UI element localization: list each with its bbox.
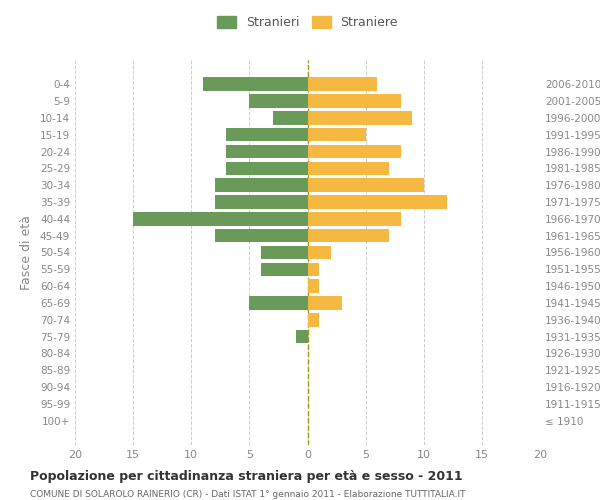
Bar	[215, 229, 308, 242]
Bar	[250, 94, 308, 108]
Bar	[308, 280, 319, 293]
Bar	[203, 78, 308, 91]
Bar	[308, 111, 412, 124]
Bar	[250, 296, 308, 310]
Bar	[308, 78, 377, 91]
Bar	[226, 162, 308, 175]
Bar	[215, 196, 308, 209]
Text: COMUNE DI SOLAROLO RAINERIO (CR) - Dati ISTAT 1° gennaio 2011 - Elaborazione TUT: COMUNE DI SOLAROLO RAINERIO (CR) - Dati …	[30, 490, 466, 499]
Text: Popolazione per cittadinanza straniera per età e sesso - 2011: Popolazione per cittadinanza straniera p…	[30, 470, 463, 483]
Bar	[308, 128, 365, 141]
Bar	[226, 128, 308, 141]
Bar	[272, 111, 308, 124]
Bar	[308, 162, 389, 175]
Bar	[308, 196, 447, 209]
Bar	[308, 313, 319, 326]
Bar	[308, 94, 401, 108]
Bar	[261, 246, 308, 259]
Bar	[308, 229, 389, 242]
Bar	[308, 296, 343, 310]
Bar	[308, 145, 401, 158]
Bar	[226, 145, 308, 158]
Bar	[308, 246, 331, 259]
Y-axis label: Fasce di età: Fasce di età	[20, 215, 33, 290]
Bar	[261, 262, 308, 276]
Bar	[215, 178, 308, 192]
Bar	[308, 262, 319, 276]
Bar	[133, 212, 308, 226]
Legend: Stranieri, Straniere: Stranieri, Straniere	[217, 16, 398, 29]
Bar	[308, 212, 401, 226]
Bar	[296, 330, 308, 344]
Bar	[308, 178, 424, 192]
